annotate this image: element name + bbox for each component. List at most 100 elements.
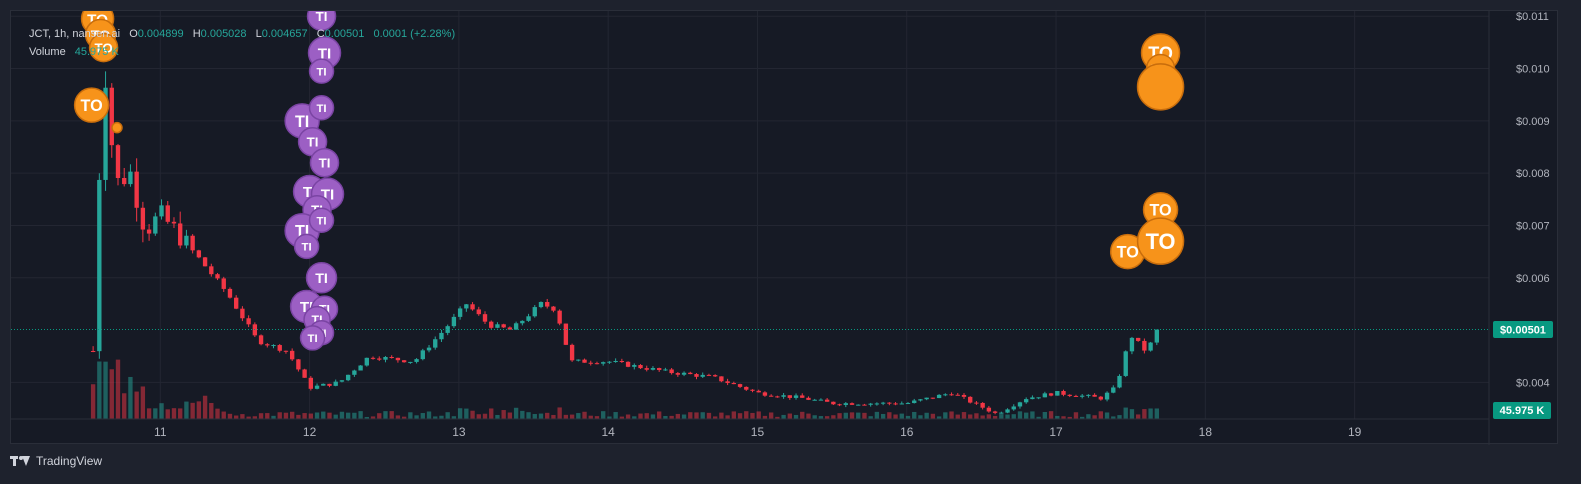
volume-bar xyxy=(569,414,575,419)
volume-bar xyxy=(520,410,525,419)
candle xyxy=(171,217,177,229)
volume-bar xyxy=(563,414,569,419)
candle xyxy=(277,343,282,353)
footer: TradingView xyxy=(10,454,102,468)
candle-body xyxy=(209,266,214,275)
candle-body xyxy=(868,403,873,405)
candle-body xyxy=(451,316,457,327)
candle xyxy=(1017,401,1023,409)
volume-bar xyxy=(930,413,936,419)
candle xyxy=(153,212,158,236)
x-tick-label: 19 xyxy=(1348,425,1362,439)
candle xyxy=(202,257,208,267)
candle-body xyxy=(688,372,693,375)
candle-body xyxy=(115,145,121,179)
candle xyxy=(812,398,817,401)
volume-bar xyxy=(215,408,220,419)
candle-body xyxy=(171,221,177,224)
volume-bar xyxy=(495,414,500,419)
candle xyxy=(1117,374,1122,389)
candle xyxy=(103,71,108,191)
candle xyxy=(433,336,438,350)
volume-bar xyxy=(1104,412,1110,419)
tradingview-logo-icon[interactable] xyxy=(10,454,30,468)
chart-frame[interactable]: TOTOTOTOTITITITITITITITITITITITITITITITI… xyxy=(10,10,1559,445)
marker-circle xyxy=(1136,63,1185,111)
candle-body xyxy=(258,335,264,345)
marker-circle xyxy=(73,87,110,123)
candle xyxy=(657,367,662,372)
chart-canvas[interactable]: TOTOTOTOTITITITITITITITITITITITITITITITI… xyxy=(11,11,1559,445)
candle-body xyxy=(109,87,114,146)
candle xyxy=(781,392,786,399)
to-marker: TO xyxy=(1142,192,1179,228)
candle xyxy=(1005,408,1010,414)
candle-body xyxy=(557,310,562,324)
volume-bar xyxy=(806,413,811,419)
candle-body xyxy=(999,412,1004,414)
candle-body xyxy=(401,360,407,363)
candle xyxy=(538,301,544,309)
volume-bar xyxy=(681,414,687,419)
marker-label: TO xyxy=(81,97,103,115)
x-tick-label: 18 xyxy=(1199,425,1213,439)
low-label: L xyxy=(255,28,262,40)
candle-body xyxy=(271,345,276,347)
candle-body xyxy=(943,394,948,396)
volume-bar xyxy=(333,414,338,419)
candle-body xyxy=(1142,340,1147,351)
time-axis[interactable]: 11 12 13 14 15 16 17 18 19 xyxy=(154,425,1362,439)
candle xyxy=(1104,391,1110,402)
candle-body xyxy=(308,377,314,389)
marker-circle xyxy=(111,121,123,134)
volume-bar xyxy=(457,408,463,419)
volume-bar xyxy=(1142,409,1147,419)
candle xyxy=(352,369,357,377)
candle xyxy=(868,402,873,407)
volume-bar xyxy=(918,415,923,419)
y-tick-label: $0.007 xyxy=(1516,220,1550,232)
marker-label: TI xyxy=(318,45,332,62)
x-tick-label: 11 xyxy=(154,425,167,439)
volume-bar xyxy=(476,414,481,419)
volume-label[interactable]: Volume xyxy=(29,46,66,58)
candle-body xyxy=(289,350,295,360)
volume-tag-label: 45.975 K xyxy=(1500,405,1545,417)
volume-bar xyxy=(153,408,158,419)
volume-bar xyxy=(532,414,537,419)
volume-bar xyxy=(1067,416,1072,419)
candle-body xyxy=(756,390,761,393)
candle-body xyxy=(464,304,469,309)
candle-body xyxy=(439,332,444,340)
volume-bar xyxy=(700,412,705,419)
candle-body xyxy=(178,223,183,246)
volume-bar xyxy=(252,416,258,419)
marker-circle xyxy=(308,207,335,233)
candle-body xyxy=(1055,391,1060,396)
candle-body xyxy=(818,399,824,401)
volume-bar xyxy=(327,412,332,419)
candle-body xyxy=(644,368,649,370)
candle-body xyxy=(768,395,774,397)
candle-body xyxy=(955,394,960,396)
volume-bar xyxy=(358,411,363,419)
volume-bar xyxy=(768,412,774,419)
volume-bar xyxy=(146,408,152,419)
volume-bar xyxy=(234,415,239,419)
volume-bar xyxy=(1111,416,1116,419)
brand-label[interactable]: TradingView xyxy=(36,454,103,468)
candle-body xyxy=(787,395,792,398)
candle xyxy=(793,393,799,400)
candle xyxy=(1092,393,1097,397)
candle xyxy=(992,410,998,415)
symbol-label[interactable]: JCT, 1h, nansen.ai xyxy=(29,28,121,40)
volume-bar xyxy=(1117,415,1122,419)
volume-bar xyxy=(638,413,643,419)
candle-body xyxy=(513,323,519,330)
open-label: O xyxy=(129,28,138,40)
price-axis[interactable]: $0.011 $0.010 $0.009 $0.008 $0.007 $0.006 $0.0… xyxy=(1516,11,1550,389)
volume-bar xyxy=(688,412,693,419)
candle-body xyxy=(1086,394,1091,396)
candle-body xyxy=(1123,351,1128,376)
candle xyxy=(190,234,195,254)
